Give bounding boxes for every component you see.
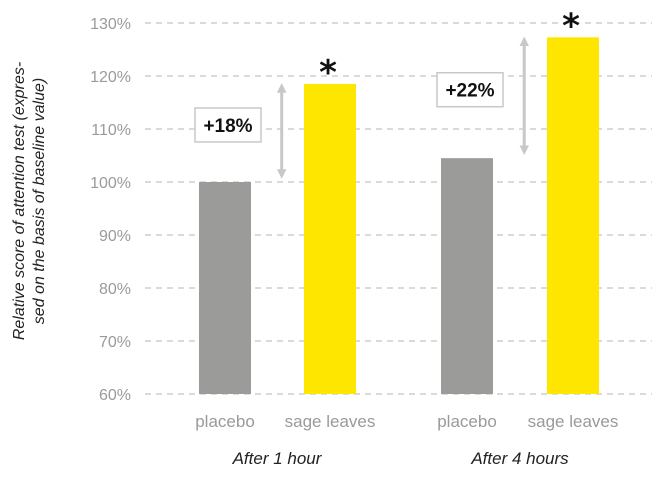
y-tick-label: 90% bbox=[99, 228, 131, 245]
y-tick-label: 120% bbox=[90, 69, 131, 86]
y-axis-label-line-1: Relative score of attention test (expres… bbox=[11, 62, 28, 340]
category-label: placebo bbox=[195, 412, 255, 431]
y-tick-label: 60% bbox=[99, 387, 131, 404]
y-tick-label: 80% bbox=[99, 281, 131, 298]
bars bbox=[199, 37, 599, 395]
group-label: After 4 hours bbox=[470, 449, 569, 468]
significance-marker: * bbox=[562, 6, 580, 46]
category-label: sage leaves bbox=[285, 412, 376, 431]
bar-placebo bbox=[199, 182, 251, 394]
bar-placebo bbox=[441, 158, 493, 394]
annotations: +18% +22% bbox=[194, 36, 530, 179]
labels: 60% 70% 80% 90% 100% 110% 120% 130% placebo sage … bbox=[90, 6, 618, 468]
y-axis-label-line-2: sed on the basis of baseline value) bbox=[31, 78, 48, 324]
difference-label: +22% bbox=[445, 81, 494, 102]
difference-label-box bbox=[436, 71, 504, 108]
y-tick-label: 70% bbox=[99, 334, 131, 351]
category-label: placebo bbox=[437, 412, 497, 431]
bar-sage-leaves bbox=[304, 83, 356, 394]
difference-label-box bbox=[194, 107, 262, 143]
y-tick-label: 130% bbox=[90, 16, 131, 33]
y-tick-label: 110% bbox=[91, 122, 131, 139]
significance-marker: * bbox=[319, 53, 337, 93]
y-tick-label: 100% bbox=[90, 175, 131, 192]
difference-label: +18% bbox=[203, 116, 252, 137]
category-label: sage leaves bbox=[528, 412, 619, 431]
group-label: After 1 hour bbox=[232, 449, 323, 468]
bar-sage-leaves bbox=[547, 37, 599, 395]
